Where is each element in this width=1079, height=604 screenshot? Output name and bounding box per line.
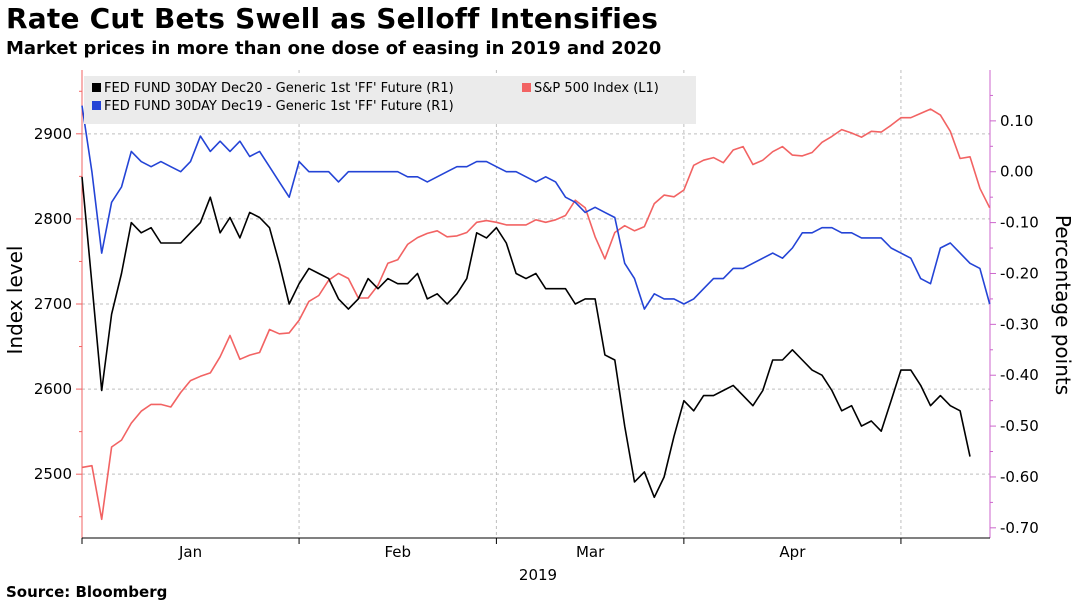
- x-tick-label: Feb: [384, 543, 411, 561]
- right-tick-label: -0.10: [1000, 214, 1039, 232]
- series-layer: [81, 105, 991, 521]
- legend-background: [84, 76, 696, 124]
- chart-title: Rate Cut Bets Swell as Selloff Intensifi…: [6, 2, 659, 35]
- left-tick-label: 2500: [34, 465, 72, 483]
- legend-swatch-dec20: [92, 83, 101, 92]
- series-line-dec19: [81, 105, 991, 310]
- left-tick-label: 2600: [34, 380, 72, 398]
- legend-label-sp500: S&P 500 Index (L1): [534, 81, 659, 96]
- right-tick-label: -0.60: [1000, 468, 1039, 486]
- x-tick-label: Apr: [779, 543, 806, 561]
- left-tick-label: 2800: [34, 210, 72, 228]
- x-axis-year-label: 2019: [519, 566, 557, 584]
- right-tick-label: -0.20: [1000, 264, 1039, 282]
- x-tick-label: Mar: [576, 543, 605, 561]
- axis-layer: 2500 2600 2700 2800 2900 0.10 0.00 -0.10 -0.20 -0…: [34, 70, 1039, 561]
- right-tick-label: -0.30: [1000, 315, 1039, 333]
- right-tick-label: -0.70: [1000, 519, 1039, 537]
- right-tick-label: -0.50: [1000, 417, 1039, 435]
- right-tick-label: -0.40: [1000, 366, 1039, 384]
- x-tick-label: Jan: [178, 543, 202, 561]
- series-line-dec20: [81, 176, 971, 499]
- chart-subtitle: Market prices in more than one dose of e…: [6, 38, 662, 59]
- right-tick-label: 0.00: [1000, 163, 1033, 181]
- legend-swatch-sp500: [522, 83, 531, 92]
- left-tick-label: 2900: [34, 125, 72, 143]
- left-tick-label: 2700: [34, 295, 72, 313]
- legend-swatch-dec19: [92, 101, 101, 110]
- legend: FED FUND 30DAY Dec20 - Generic 1st 'FF' …: [84, 76, 696, 124]
- source-note: Source: Bloomberg: [6, 583, 168, 601]
- right-tick-label: 0.10: [1000, 112, 1033, 130]
- legend-label-dec20: FED FUND 30DAY Dec20 - Generic 1st 'FF' …: [104, 81, 454, 96]
- y-axis-left-title: Index level: [3, 246, 27, 355]
- series-line-sp500: [81, 108, 991, 521]
- grid-layer: [81, 70, 990, 538]
- y-axis-right-title: Percentage points: [1051, 215, 1075, 395]
- legend-label-dec19: FED FUND 30DAY Dec19 - Generic 1st 'FF' …: [104, 99, 454, 114]
